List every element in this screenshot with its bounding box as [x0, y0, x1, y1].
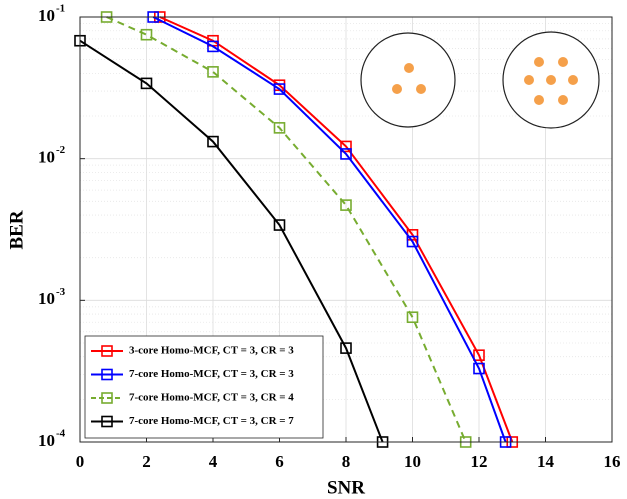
x-tick-label: 4	[209, 452, 218, 471]
fiber-cladding	[360, 32, 456, 128]
marker	[101, 368, 113, 381]
core	[534, 95, 544, 105]
x-tick-label: 8	[342, 452, 351, 471]
inset-7-core	[502, 31, 600, 129]
series-line	[106, 16, 467, 443]
marker	[140, 77, 153, 90]
core	[568, 75, 578, 85]
x-tick-label: 16	[604, 452, 621, 471]
y-tick-label: 10	[38, 431, 55, 450]
marker	[207, 135, 219, 148]
core	[558, 95, 568, 105]
marker	[101, 345, 113, 357]
marker	[101, 392, 113, 404]
y-tick-exponent: -3	[56, 286, 66, 298]
y-tick-label: 10	[38, 148, 55, 167]
core	[546, 75, 556, 85]
x-tick-label: 2	[142, 452, 151, 471]
marker	[101, 415, 113, 428]
series-line	[79, 39, 384, 443]
legend-label: 3-core Homo-MCF, CT = 3, CR = 3	[129, 345, 294, 357]
legend-label: 7-core Homo-MCF, CT = 3, CR = 3	[129, 368, 294, 380]
marker	[340, 199, 352, 211]
core	[524, 75, 534, 85]
y-tick-exponent: -4	[56, 428, 66, 440]
x-tick-label: 10	[404, 452, 421, 471]
core	[416, 84, 426, 94]
core	[404, 63, 414, 73]
marker	[273, 83, 286, 95]
legend: 3-core Homo-MCF, CT = 3, CR = 3 7-core Ho…	[84, 335, 324, 439]
marker	[340, 148, 352, 160]
legend-label: 7-core Homo-MCF, CT = 3, CR = 7	[129, 415, 294, 427]
y-tick-exponent: -2	[56, 144, 66, 156]
inset-3-core	[360, 32, 456, 128]
marker	[473, 349, 485, 361]
marker	[207, 66, 219, 78]
marker	[273, 122, 286, 134]
marker	[473, 362, 485, 375]
series-line	[152, 16, 507, 443]
x-tick-label: 14	[537, 452, 555, 471]
y-axis-label: BER	[6, 210, 27, 249]
marker	[340, 342, 352, 354]
core	[392, 84, 402, 94]
core	[558, 57, 568, 67]
x-axis-label: SNR	[327, 477, 365, 498]
marker	[273, 219, 286, 231]
plot-frame	[79, 16, 613, 443]
core	[534, 57, 544, 67]
x-tick-label: 6	[275, 452, 284, 471]
series-group	[74, 11, 519, 448]
marker	[340, 140, 352, 153]
marker	[207, 40, 219, 53]
y-tick-label: 10	[38, 289, 55, 308]
y-tick-label: 10	[38, 6, 55, 25]
marker	[140, 28, 153, 41]
x-tick-label: 0	[76, 452, 85, 471]
marker	[406, 311, 419, 324]
marker	[406, 235, 419, 248]
legend-box	[84, 335, 324, 439]
y-tick-exponent: -1	[56, 3, 65, 15]
x-tick-label: 12	[471, 452, 488, 471]
legend-label: 7-core Homo-MCF, CT = 3, CR = 4	[129, 392, 294, 404]
